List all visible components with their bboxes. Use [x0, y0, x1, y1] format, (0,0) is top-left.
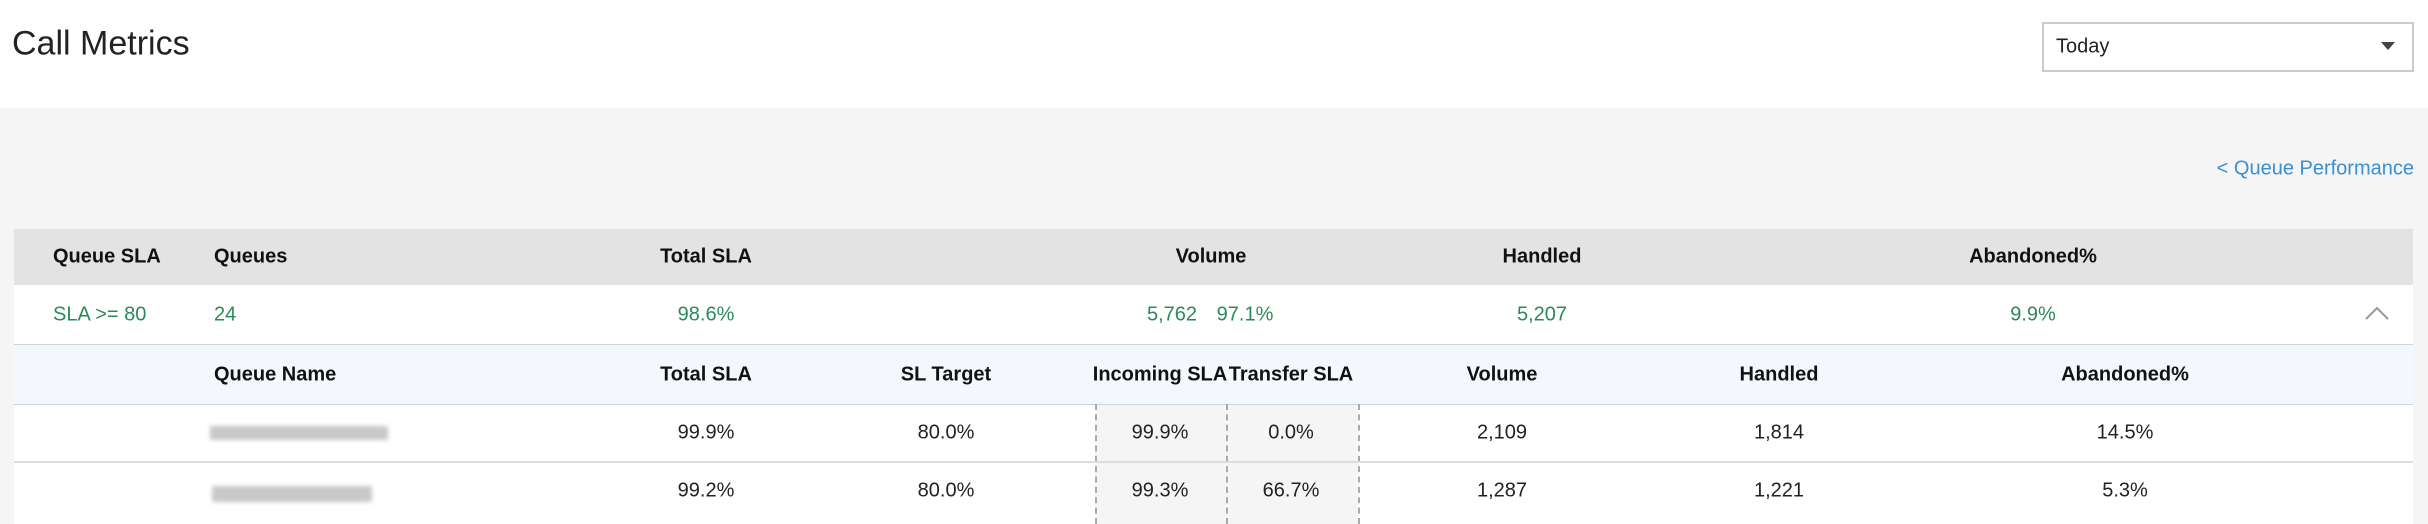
time-filter-dropdown[interactable]: Today: [2042, 22, 2414, 72]
detail-column-header: Volume: [1466, 363, 1538, 386]
dropdown-arrow: [2381, 42, 2395, 50]
collapse-chevron[interactable]: [2365, 306, 2389, 320]
detail-column-header: Total SLA: [660, 363, 752, 386]
summary-cell: 9.9%: [2010, 303, 2056, 326]
column-header: Total SLA: [660, 245, 752, 268]
summary-cell: SLA >= 80: [53, 303, 147, 326]
cell-divider: [1226, 404, 1228, 524]
column-header: Handled: [1502, 245, 1582, 268]
column-header: Queues: [214, 245, 288, 268]
detail-column-header: Abandoned%: [2061, 363, 2189, 386]
detail-cell: 99.2%: [677, 479, 735, 502]
column-header: Abandoned%: [1969, 245, 2097, 268]
detail-cell: 99.9%: [1131, 421, 1189, 444]
detail-cell: 0.0%: [1268, 421, 1314, 444]
detail-cell: 14.5%: [2096, 421, 2154, 444]
summary-cell: 98.6%: [677, 303, 735, 326]
detail-cell: 5.3%: [2102, 479, 2148, 502]
header-bar: Call Metrics Today: [0, 0, 2428, 108]
table-header-row: [14, 229, 2413, 285]
page-title: Call Metrics: [12, 24, 190, 63]
detail-cell: 1,814: [1753, 421, 1805, 444]
detail-column-header: SL Target: [900, 363, 992, 386]
detail-cell: 2,109: [1476, 421, 1528, 444]
dropdown-value: Today: [2056, 35, 2110, 58]
detail-cell: 80.0%: [917, 479, 975, 502]
redacted-queue-name: [212, 486, 372, 502]
detail-column-header: Handled: [1739, 363, 1819, 386]
detail-column-header: Transfer SLA: [1228, 363, 1354, 386]
queue-performance-link[interactable]: < Queue Performance: [2216, 157, 2414, 180]
row-border: [14, 461, 2413, 463]
summary-cell: 24: [214, 303, 237, 326]
detail-cell: 1,287: [1476, 479, 1528, 502]
summary-cell: 97.1%: [1216, 303, 1274, 326]
detail-cell: 99.3%: [1131, 479, 1189, 502]
detail-column-header: Incoming SLA: [1092, 363, 1228, 386]
detail-header-row: [14, 345, 2413, 406]
summary-cell: 5,762: [1146, 303, 1198, 326]
detail-cell: 80.0%: [917, 421, 975, 444]
redacted-queue-name: [210, 426, 388, 440]
detail-cell: 99.9%: [677, 421, 735, 444]
cell-divider: [1095, 404, 1097, 524]
detail-cell: 1,221: [1753, 479, 1805, 502]
detail-column-header: Queue Name: [214, 363, 337, 386]
column-header: Volume: [1175, 245, 1247, 268]
cell-divider: [1358, 404, 1360, 524]
summary-cell: 5,207: [1516, 303, 1568, 326]
column-header: Queue SLA: [53, 245, 161, 268]
detail-cell: 66.7%: [1262, 479, 1320, 502]
